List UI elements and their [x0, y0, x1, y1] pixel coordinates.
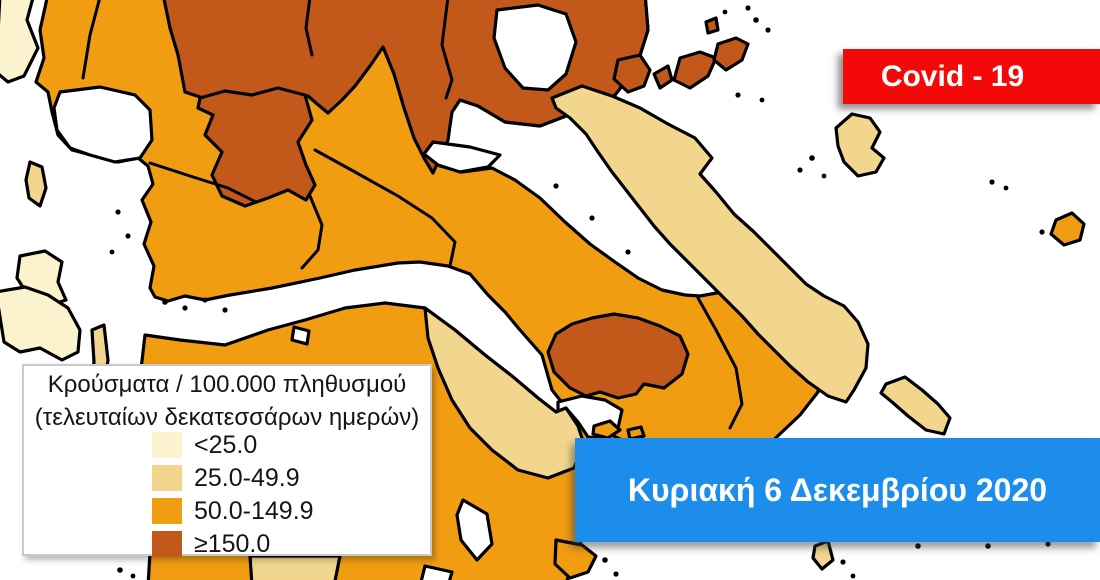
covid19-banner-label: Covid - 19 [880, 59, 1025, 93]
region-arcadia-tan-patch [248, 554, 342, 580]
island-corfu-tip [0, 0, 40, 84]
island-kythnos-tip [811, 539, 835, 571]
region-euboea-tan [550, 84, 870, 404]
islet-dots [109, 5, 1051, 579]
legend-label-class3: 50.0-149.9 [194, 496, 314, 525]
island-paxos [24, 160, 48, 208]
islet-gulf-corinth [290, 325, 311, 346]
legend-title-line2: (τελευταίων δεκατεσσάρων ημερών) [34, 404, 420, 431]
legend-title-line1: Κρούσματα / 100.000 πληθυσμού [47, 371, 407, 398]
legend-swatch-class1 [152, 432, 182, 458]
island-cyclades-small [1049, 211, 1086, 247]
island-hydra-area [553, 538, 598, 580]
legend: Κρούσματα / 100.000 πληθυσμού (τελευταίω… [22, 364, 432, 558]
legend-row-class3: 50.0-149.9 [152, 496, 314, 525]
date-banner: Κυριακή 6 Δεκεμβρίου 2020 [575, 438, 1100, 542]
legend-rows: <25.0 25.0-49.9 50.0-149.9 ≥150.0 [152, 430, 314, 564]
date-banner-label: Κυριακή 6 Δεκεμβρίου 2020 [627, 471, 1048, 508]
island-kefalonia [0, 285, 82, 362]
legend-swatch-class2 [152, 465, 182, 491]
legend-row-class4: ≥150.0 [152, 529, 314, 558]
legend-label-class1: <25.0 [194, 430, 258, 459]
island-andros [879, 375, 952, 436]
inlet-south [419, 564, 454, 580]
legend-swatch-class3 [152, 498, 182, 524]
legend-row-class2: 25.0-49.9 [152, 463, 314, 492]
legend-row-class1: <25.0 [152, 430, 314, 459]
legend-swatch-class4 [152, 531, 182, 557]
legend-label-class2: 25.0-49.9 [194, 463, 300, 492]
island-salamina-2 [626, 425, 646, 441]
gulf-amvrakikos [52, 85, 154, 164]
island-skyros [834, 112, 886, 178]
region-karditsa-dark [196, 86, 317, 208]
inlet-argolic [455, 498, 494, 562]
covid19-banner: Covid - 19 [843, 49, 1100, 104]
islands-sporades [612, 16, 750, 94]
island-salamina [591, 419, 622, 440]
gulf-pagasetic [492, 3, 578, 92]
bay-maliakos [422, 140, 502, 174]
legend-label-class4: ≥150.0 [194, 529, 271, 558]
